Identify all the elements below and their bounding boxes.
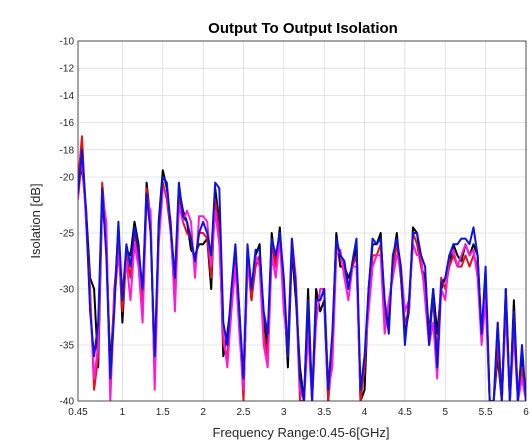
x-tick-label: 5 bbox=[442, 407, 448, 418]
y-tick-label: -40 bbox=[60, 397, 75, 408]
x-tick-label: 6 bbox=[523, 407, 529, 418]
y-tick-label: -25 bbox=[60, 229, 75, 240]
x-tick-label: 4 bbox=[362, 407, 368, 418]
x-tick-label: 1.5 bbox=[156, 407, 170, 418]
x-tick-label: 2 bbox=[200, 407, 206, 418]
x-tick-labels: 0.45 1 1.5 2 2.5 3 3.5 4 4.5 5 5.5 6 bbox=[68, 407, 529, 418]
y-tick-label: -30 bbox=[60, 285, 75, 296]
plot-frame bbox=[77, 40, 527, 402]
x-tick-label: 3.5 bbox=[317, 407, 331, 418]
x-tick-label: 3 bbox=[281, 407, 287, 418]
y-tick-label: -14 bbox=[60, 91, 75, 102]
chart-title: Output To Output Isolation bbox=[208, 20, 398, 37]
y-tick-label: -35 bbox=[60, 341, 75, 352]
y-tick-label: -18 bbox=[60, 145, 75, 156]
y-tick-label: -12 bbox=[60, 64, 75, 75]
y-tick-label: -16 bbox=[60, 118, 75, 129]
x-tick-label: 2.5 bbox=[237, 407, 251, 418]
series-group bbox=[78, 135, 526, 401]
y-axis-label: Isolation [dB] bbox=[28, 183, 43, 258]
y-tick-label: -10 bbox=[60, 37, 75, 48]
x-axis-label: Frequency Range:0.45-6[GHz] bbox=[212, 425, 389, 440]
x-tick-label: 1 bbox=[120, 407, 126, 418]
x-tick-label: 4.5 bbox=[398, 407, 412, 418]
y-tick-labels: -40 -35 -30 -25 -20 -18 -16 -14 -12 -10 bbox=[60, 37, 75, 408]
y-tick-label: -20 bbox=[60, 173, 75, 184]
series-line-4 bbox=[78, 148, 526, 401]
x-tick-label: 0.45 bbox=[68, 407, 88, 418]
x-tick-label: 5.5 bbox=[479, 407, 493, 418]
